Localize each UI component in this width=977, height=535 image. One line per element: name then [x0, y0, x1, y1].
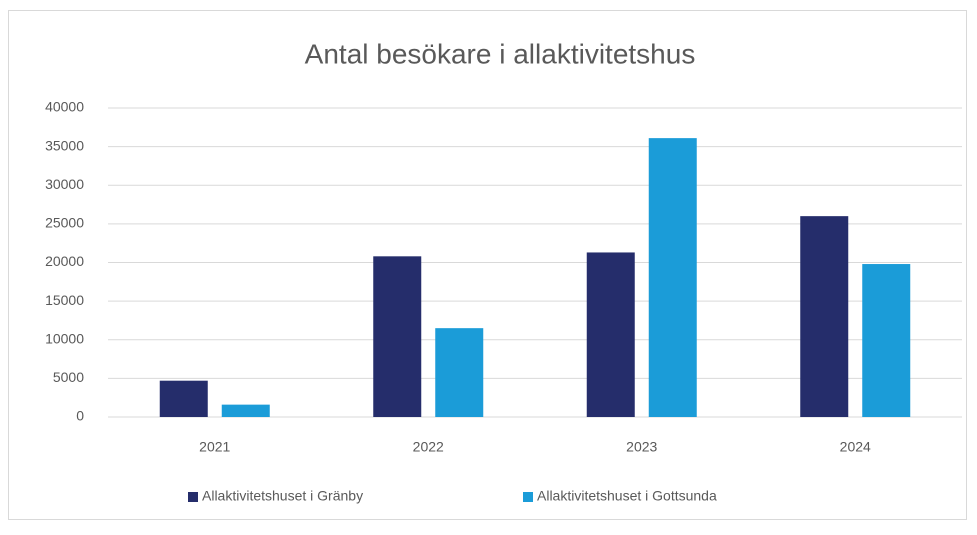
bar	[435, 328, 484, 417]
y-tick-label: 0	[76, 408, 84, 424]
bar	[862, 264, 911, 417]
y-tick-label: 30000	[45, 176, 84, 192]
y-tick-label: 40000	[45, 99, 84, 115]
x-tick-label: 2024	[840, 439, 871, 455]
y-tick-label: 15000	[45, 292, 84, 308]
bar	[373, 256, 422, 417]
chart-title: Antal besökare i allaktivitetshus	[305, 38, 696, 69]
x-tick-label: 2023	[626, 439, 657, 455]
bar	[800, 216, 849, 417]
bar	[586, 252, 635, 417]
y-tick-label: 35000	[45, 137, 84, 153]
y-tick-label: 5000	[53, 369, 84, 385]
y-tick-label: 20000	[45, 253, 84, 269]
bar	[221, 404, 270, 417]
y-tick-label: 10000	[45, 330, 84, 346]
bar	[159, 380, 208, 417]
x-tick-label: 2021	[199, 439, 230, 455]
bar	[648, 138, 697, 417]
legend-swatch	[523, 492, 533, 502]
legend-swatch	[188, 492, 198, 502]
x-tick-label: 2022	[413, 439, 444, 455]
y-tick-label: 25000	[45, 215, 84, 231]
legend-label: Allaktivitetshuset i Gränby	[202, 488, 363, 504]
legend-label: Allaktivitetshuset i Gottsunda	[537, 488, 717, 504]
